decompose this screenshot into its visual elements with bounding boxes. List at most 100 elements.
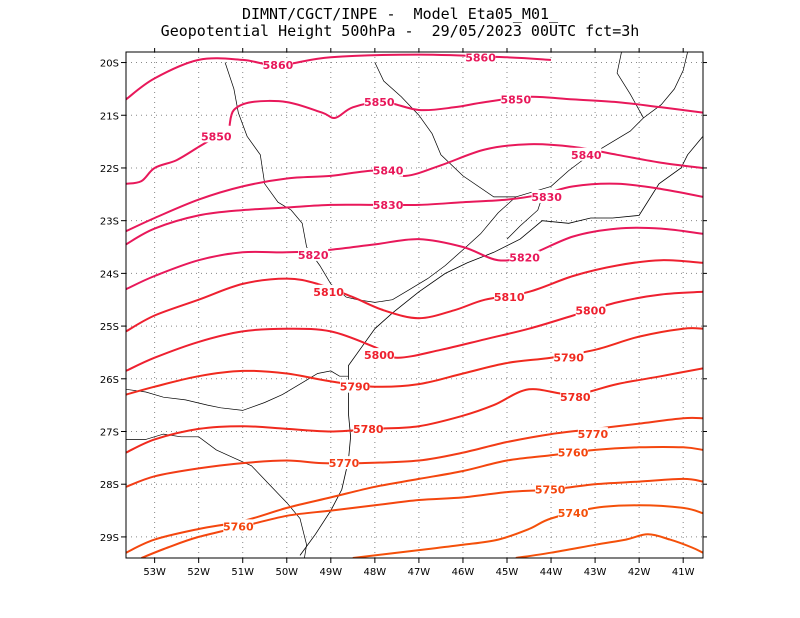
lat-tick-label: 21S <box>100 111 119 122</box>
contour-5760 <box>126 446 703 554</box>
contour-label-5860: 5860 <box>263 59 294 72</box>
contour-label-bg <box>364 95 395 109</box>
contour-label-bg <box>223 519 254 533</box>
contour-label-bg <box>329 456 360 470</box>
state-boundary <box>616 52 644 119</box>
title-line-2: Geopotential Height 500hPa - 29/05/2023 … <box>160 22 640 40</box>
contour-label-5760: 5760 <box>558 447 589 460</box>
contour-label-5810: 5810 <box>313 286 344 299</box>
lon-tick-label: 46W <box>452 567 475 578</box>
contour-5800 <box>126 290 703 372</box>
lon-tick-label: 41W <box>672 567 695 578</box>
contour-label-5790: 5790 <box>553 352 584 365</box>
contour-label-5740: 5740 <box>558 507 589 520</box>
lon-tick-label: 49W <box>320 567 343 578</box>
contour-label-bg <box>364 348 395 362</box>
lon-tick-label: 47W <box>408 567 431 578</box>
contour-label-bg <box>509 250 540 264</box>
contour-label-bg <box>494 290 525 304</box>
contour-label-bg <box>313 284 344 298</box>
contour-label-5830: 5830 <box>531 191 562 204</box>
contour-label-bg <box>373 197 404 211</box>
contour-label-5850: 5850 <box>201 130 232 143</box>
lat-tick-label: 26S <box>100 375 119 386</box>
contour-label-5760: 5760 <box>223 520 254 533</box>
lon-tick-label: 50W <box>275 567 298 578</box>
lon-tick-label: 52W <box>187 567 210 578</box>
state-boundary <box>506 196 543 240</box>
contour-label-5850: 5850 <box>500 93 531 106</box>
contour-5810 <box>126 259 703 333</box>
map-title: DIMNT/CGCT/INPE - Model Eta05_M01_ Geopo… <box>0 6 800 40</box>
contour-label-5780: 5780 <box>353 423 384 436</box>
state-boundary <box>374 62 516 198</box>
state-boundary <box>643 52 688 119</box>
contour-label-bg <box>531 189 562 203</box>
lat-tick-label: 24S <box>100 269 119 280</box>
contour-5790 <box>126 327 703 396</box>
contour-label-5840: 5840 <box>571 149 602 162</box>
contour-5830 <box>126 182 703 246</box>
contour-label-5780: 5780 <box>560 391 591 404</box>
state-boundary <box>126 370 349 411</box>
contour-label-5830: 5830 <box>373 199 404 212</box>
contour-5730 <box>515 533 703 558</box>
plot-frame <box>125 51 704 559</box>
contour-label-5860: 5860 <box>465 51 496 64</box>
contour-label-bg <box>535 482 566 496</box>
contour-label-5850: 5850 <box>364 96 395 109</box>
contour-label-5810: 5810 <box>494 291 525 304</box>
lat-tick-label: 23S <box>100 217 119 228</box>
contour-label-5770: 5770 <box>578 428 609 441</box>
contour-labels: 5860 5860 5850 5850 5850 5840 5840 5830 5830 5820… <box>201 50 609 533</box>
state-boundary <box>126 433 307 558</box>
contour-label-bg <box>353 421 384 435</box>
contour-label-bg <box>262 58 293 72</box>
lat-tick-label: 22S <box>100 164 119 175</box>
lon-tick-label: 43W <box>584 567 607 578</box>
contour-5820 <box>126 226 703 291</box>
contour-label-bg <box>571 147 602 161</box>
contour-label-bg <box>340 379 371 393</box>
contour-label-bg <box>560 390 591 404</box>
contour-label-5820: 5820 <box>298 249 329 262</box>
lat-tick-label: 27S <box>100 428 119 439</box>
contour-label-bg <box>558 445 589 459</box>
lat-tick-label: 25S <box>100 322 119 333</box>
contour-label-bg <box>577 427 608 441</box>
state-boundary <box>224 62 358 301</box>
contour-label-bg <box>575 303 606 317</box>
lon-tick-label: 44W <box>540 567 563 578</box>
contour-5850 <box>228 95 703 127</box>
title-line-1: DIMNT/CGCT/INPE - Model Eta05_M01_ <box>241 5 559 23</box>
contour-label-bg <box>298 247 329 261</box>
contour-label-5770: 5770 <box>329 457 360 470</box>
contour-label-bg <box>500 92 531 106</box>
contour-label-5750: 5750 <box>535 483 566 496</box>
lat-tick-label: 28S <box>100 480 119 491</box>
contour-label-5840: 5840 <box>373 165 404 178</box>
contour-label-bg <box>558 506 589 520</box>
contour-label-bg <box>465 50 496 64</box>
lon-tick-label: 51W <box>231 567 254 578</box>
lon-tick-label: 53W <box>143 567 166 578</box>
contour-5780 <box>126 367 703 454</box>
contour-5850 <box>126 138 213 185</box>
contour-label-5800: 5800 <box>364 349 395 362</box>
lon-tick-label: 48W <box>364 567 387 578</box>
lat-tick-label: 20S <box>100 59 119 70</box>
contour-5770 <box>126 416 703 488</box>
contour-label-bg <box>201 129 232 143</box>
contour-5840 <box>126 143 703 233</box>
lat-tick-label: 29S <box>100 533 119 544</box>
lon-tick-label: 42W <box>628 567 651 578</box>
contour-5740 <box>352 504 703 558</box>
axis-ticks: 53W 52W 51W 50W 49W 48W 47W 46W 45W 44W 43W 42W 41W 2… <box>100 48 707 578</box>
contour-label-bg <box>373 163 404 177</box>
contour-5750 <box>141 477 703 558</box>
contour-label-bg <box>553 350 584 364</box>
contour-label-5800: 5800 <box>575 304 606 317</box>
contour-label-5790: 5790 <box>340 381 371 394</box>
contour-label-5820: 5820 <box>509 252 540 265</box>
